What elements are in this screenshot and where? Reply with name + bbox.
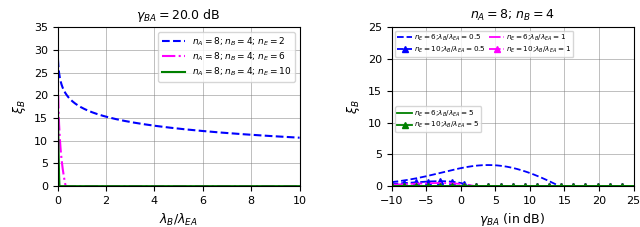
$n_E=6$;$\lambda_B/\lambda_{EA}=0.5$ <box>577 185 584 188</box>
$n_A = 8$; $n_B = 4$; $n_E = 6$ <box>54 49 61 52</box>
Line: $n_E=6$;$\lambda_B/\lambda_{EA}=1$: $n_E=6$;$\lambda_B/\lambda_{EA}=1$ <box>392 183 634 186</box>
$n_A = 8$; $n_B = 4$; $n_E = 10$ <box>67 185 74 188</box>
$n_E=10$;$\lambda_B/\lambda_{EA}=1$ <box>630 185 637 188</box>
$n_E=10$;$\lambda_B/\lambda_{EA}=0.5$ <box>436 180 444 183</box>
$n_E=10$;$\lambda_B/\lambda_{EA}=1$ <box>581 185 589 188</box>
Line: $n_E=10$;$\lambda_B/\lambda_{EA}=1$: $n_E=10$;$\lambda_B/\lambda_{EA}=1$ <box>389 183 636 189</box>
$n_E=10$;$\lambda_B/\lambda_{EA}=0.5$ <box>630 185 637 188</box>
$n_A = 8$; $n_B = 4$; $n_E = 2$ <box>54 47 61 50</box>
$n_E=10$;$\lambda_B/\lambda_{EA}=5$ <box>388 185 396 188</box>
$n_A = 8$; $n_B = 4$; $n_E = 6$ <box>172 185 179 188</box>
X-axis label: $\gamma_{BA}$ (in dB): $\gamma_{BA}$ (in dB) <box>479 211 546 227</box>
$n_E=10$;$\lambda_B/\lambda_{EA}=0.5$ <box>388 183 396 185</box>
$n_E=10$;$\lambda_B/\lambda_{EA}=5$ <box>486 185 493 188</box>
Line: $n_E=10$;$\lambda_B/\lambda_{EA}=0.5$: $n_E=10$;$\lambda_B/\lambda_{EA}=0.5$ <box>389 178 636 189</box>
$n_E=6$;$\lambda_B/\lambda_{EA}=0.5$ <box>581 185 589 188</box>
$n_E=10$;$\lambda_B/\lambda_{EA}=5$ <box>412 185 420 188</box>
$n_E=6$;$\lambda_B/\lambda_{EA}=0.5$ <box>556 185 563 188</box>
$n_A = 8$; $n_B = 4$; $n_E = 10$ <box>296 185 303 188</box>
$n_E=10$;$\lambda_B/\lambda_{EA}=0.5$ <box>412 181 420 184</box>
$n_A = 8$; $n_B = 4$; $n_E = 10$ <box>56 185 63 188</box>
$n_E=10$;$\lambda_B/\lambda_{EA}=0.5$ <box>577 185 584 188</box>
$n_E=10$;$\lambda_B/\lambda_{EA}=0.5$ <box>468 185 476 188</box>
$n_A = 8$; $n_B = 4$; $n_E = 2$ <box>165 126 173 129</box>
$n_E=6$;$\lambda_B/\lambda_{EA}=0.5$ <box>495 164 502 167</box>
Title: $\gamma_{BA} = 20.0$ dB: $\gamma_{BA} = 20.0$ dB <box>136 7 221 24</box>
$n_A = 8$; $n_B = 4$; $n_E = 2$ <box>289 136 296 139</box>
$n_E=6$;$\lambda_B/\lambda_{EA}=0.5$ <box>412 177 420 180</box>
$n_E=6$;$\lambda_B/\lambda_{EA}=5$ <box>581 185 589 188</box>
Line: $n_A = 8$; $n_B = 4$; $n_E = 2$: $n_A = 8$; $n_B = 4$; $n_E = 2$ <box>58 48 300 138</box>
$n_E=10$;$\lambda_B/\lambda_{EA}=1$ <box>554 185 562 188</box>
$n_E=6$;$\lambda_B/\lambda_{EA}=5$ <box>494 185 502 188</box>
$n_E=6$;$\lambda_B/\lambda_{EA}=1$ <box>495 185 502 188</box>
$n_E=10$;$\lambda_B/\lambda_{EA}=0.5$ <box>581 185 589 188</box>
$n_E=6$;$\lambda_B/\lambda_{EA}=5$ <box>388 185 396 188</box>
$n_E=6$;$\lambda_B/\lambda_{EA}=5$ <box>486 185 493 188</box>
Line: $n_E=6$;$\lambda_B/\lambda_{EA}=0.5$: $n_E=6$;$\lambda_B/\lambda_{EA}=0.5$ <box>392 165 634 186</box>
$n_E=10$;$\lambda_B/\lambda_{EA}=1$ <box>388 185 396 188</box>
$n_A = 8$; $n_B = 4$; $n_E = 10$ <box>244 185 252 188</box>
$n_E=6$;$\lambda_B/\lambda_{EA}=0.5$ <box>630 185 637 188</box>
$n_A = 8$; $n_B = 4$; $n_E = 2$ <box>289 136 296 139</box>
$n_E=10$;$\lambda_B/\lambda_{EA}=1$ <box>577 185 584 188</box>
$n_A = 8$; $n_B = 4$; $n_E = 2$ <box>244 133 252 136</box>
$n_A = 8$; $n_B = 4$; $n_E = 6$ <box>62 185 70 188</box>
Legend: $n_A = 8$; $n_B = 4$; $n_E = 2$, $n_A = 8$; $n_B = 4$; $n_E = 6$, $n_A = 8$; $n_: $n_A = 8$; $n_B = 4$; $n_E = 2$, $n_A = … <box>158 32 295 82</box>
$n_E=10$;$\lambda_B/\lambda_{EA}=1$ <box>494 185 502 188</box>
$n_E=10$;$\lambda_B/\lambda_{EA}=0.5$ <box>495 185 502 188</box>
Legend: $n_E=6$;$\lambda_B/\lambda_{EA}=5$, $n_E=10$;$\lambda_B/\lambda_{EA}=5$: $n_E=6$;$\lambda_B/\lambda_{EA}=5$, $n_E… <box>395 106 481 133</box>
$n_E=6$;$\lambda_B/\lambda_{EA}=1$ <box>388 183 396 186</box>
$n_E=6$;$\lambda_B/\lambda_{EA}=5$ <box>554 185 562 188</box>
$n_A = 8$; $n_B = 4$; $n_E = 10$ <box>165 185 173 188</box>
Y-axis label: $\xi_B$: $\xi_B$ <box>345 99 362 114</box>
$n_A = 8$; $n_B = 4$; $n_E = 10$ <box>172 185 179 188</box>
$n_E=10$;$\lambda_B/\lambda_{EA}=0.5$ <box>486 185 494 188</box>
$n_A = 8$; $n_B = 4$; $n_E = 10$ <box>54 52 61 55</box>
$n_E=10$;$\lambda_B/\lambda_{EA}=5$ <box>494 185 502 188</box>
$n_E=6$;$\lambda_B/\lambda_{EA}=5$ <box>577 185 584 188</box>
$n_E=6$;$\lambda_B/\lambda_{EA}=5$ <box>412 185 420 188</box>
Line: $n_A = 8$; $n_B = 4$; $n_E = 10$: $n_A = 8$; $n_B = 4$; $n_E = 10$ <box>58 53 300 186</box>
$n_A = 8$; $n_B = 4$; $n_E = 6$ <box>244 185 252 188</box>
$n_A = 8$; $n_B = 4$; $n_E = 10$ <box>289 185 296 188</box>
$n_E=10$;$\lambda_B/\lambda_{EA}=5$ <box>554 185 562 188</box>
$n_E=6$;$\lambda_B/\lambda_{EA}=1$ <box>412 182 420 185</box>
$n_E=10$;$\lambda_B/\lambda_{EA}=1$ <box>486 185 493 188</box>
$n_A = 8$; $n_B = 4$; $n_E = 6$ <box>289 185 296 188</box>
$n_E=6$;$\lambda_B/\lambda_{EA}=0.5$ <box>484 164 492 166</box>
$n_E=6$;$\lambda_B/\lambda_{EA}=1$ <box>581 185 589 188</box>
$n_E=6$;$\lambda_B/\lambda_{EA}=0.5$ <box>388 181 396 183</box>
$n_E=10$;$\lambda_B/\lambda_{EA}=5$ <box>577 185 584 188</box>
$n_E=6$;$\lambda_B/\lambda_{EA}=5$ <box>630 185 637 188</box>
Y-axis label: $\xi_B$: $\xi_B$ <box>11 99 28 114</box>
$n_A = 8$; $n_B = 4$; $n_E = 2$ <box>172 127 179 130</box>
$n_E=6$;$\lambda_B/\lambda_{EA}=1$ <box>577 185 584 188</box>
$n_E=6$;$\lambda_B/\lambda_{EA}=0.5$ <box>554 184 562 187</box>
Line: $n_E=10$;$\lambda_B/\lambda_{EA}=5$: $n_E=10$;$\lambda_B/\lambda_{EA}=5$ <box>389 183 636 189</box>
$n_E=10$;$\lambda_B/\lambda_{EA}=5$ <box>581 185 589 188</box>
$n_E=10$;$\lambda_B/\lambda_{EA}=1$ <box>412 185 420 188</box>
$n_E=6$;$\lambda_B/\lambda_{EA}=1$ <box>486 185 494 188</box>
$n_E=6$;$\lambda_B/\lambda_{EA}=1$ <box>554 185 562 188</box>
$n_A = 8$; $n_B = 4$; $n_E = 2$ <box>66 98 74 100</box>
$n_A = 8$; $n_B = 4$; $n_E = 6$ <box>67 185 74 188</box>
$n_A = 8$; $n_B = 4$; $n_E = 10$ <box>289 185 296 188</box>
$n_E=6$;$\lambda_B/\lambda_{EA}=1$ <box>436 182 444 184</box>
$n_E=6$;$\lambda_B/\lambda_{EA}=1$ <box>472 185 479 188</box>
$n_E=6$;$\lambda_B/\lambda_{EA}=1$ <box>630 185 637 188</box>
$n_A = 8$; $n_B = 4$; $n_E = 6$ <box>296 185 303 188</box>
$n_A = 8$; $n_B = 4$; $n_E = 2$ <box>296 136 303 139</box>
$n_E=10$;$\lambda_B/\lambda_{EA}=5$ <box>630 185 637 188</box>
Title: $n_A = 8$; $n_B = 4$: $n_A = 8$; $n_B = 4$ <box>470 8 555 23</box>
$n_E=6$;$\lambda_B/\lambda_{EA}=0.5$ <box>486 164 493 166</box>
$n_A = 8$; $n_B = 4$; $n_E = 6$ <box>165 185 173 188</box>
X-axis label: $\lambda_B/\lambda_{EA}$: $\lambda_B/\lambda_{EA}$ <box>159 211 198 227</box>
$n_E=10$;$\lambda_B/\lambda_{EA}=0.5$ <box>554 185 562 188</box>
Line: $n_A = 8$; $n_B = 4$; $n_E = 6$: $n_A = 8$; $n_B = 4$; $n_E = 6$ <box>58 51 300 186</box>
$n_A = 8$; $n_B = 4$; $n_E = 6$ <box>289 185 296 188</box>
